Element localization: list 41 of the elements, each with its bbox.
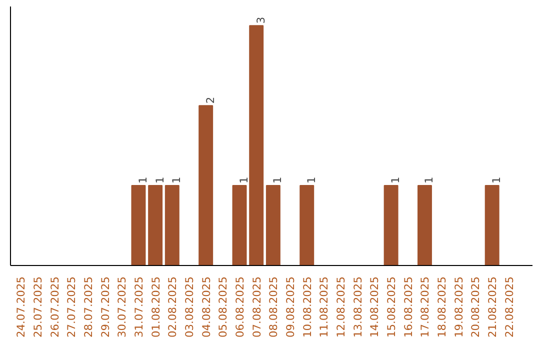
x-tick-label: 12.08.2025 [334, 276, 348, 338]
x-tick-label: 13.08.2025 [351, 276, 364, 338]
data-label: 1 [304, 176, 318, 184]
x-tick-label: 05.08.2025 [216, 276, 230, 338]
x-tick-label: 29.07.2025 [98, 276, 112, 338]
x-tick-label: 08.08.2025 [267, 276, 280, 338]
x-tick-label: 20.08.2025 [469, 276, 482, 338]
data-label: 1 [170, 176, 184, 184]
x-tick-label: 31.07.2025 [132, 276, 146, 338]
x-tick-label: 04.08.2025 [200, 276, 213, 338]
x-tick-label: 24.07.2025 [14, 276, 28, 338]
x-tick-label: 25.07.2025 [31, 276, 44, 338]
x-tick-label: 10.08.2025 [300, 276, 314, 338]
x-tick-label: 14.08.2025 [368, 276, 382, 338]
x-tick-label: 01.08.2025 [149, 276, 162, 338]
x-tick-label: 02.08.2025 [166, 276, 180, 338]
data-label: 1 [389, 176, 402, 184]
x-tick-label: 11.08.2025 [318, 276, 331, 338]
data-label: 1 [136, 176, 150, 184]
x-tick-label: 21.08.2025 [486, 276, 500, 338]
x-tick-label: 03.08.2025 [182, 276, 196, 338]
data-label: 1 [490, 176, 504, 184]
x-tick-label: 28.07.2025 [82, 276, 95, 338]
x-tick-label: 22.08.2025 [502, 276, 516, 338]
x-tick-label: 19.08.2025 [452, 276, 466, 338]
x-tick-label: 17.08.2025 [418, 276, 432, 338]
x-tick-label: 07.08.2025 [250, 276, 264, 338]
data-label: 1 [422, 176, 436, 184]
data-label: 3 [254, 16, 268, 24]
data-label: 1 [271, 176, 284, 184]
data-label: 1 [153, 176, 166, 184]
x-tick-label: 15.08.2025 [385, 276, 398, 338]
data-label: 2 [204, 96, 217, 104]
x-tick-label: 16.08.2025 [402, 276, 415, 338]
x-tick-label: 30.07.2025 [116, 276, 129, 338]
x-tick-label: 27.07.2025 [65, 276, 78, 338]
x-tick-label: 06.08.2025 [234, 276, 247, 338]
x-tick-label: 09.08.2025 [284, 276, 298, 338]
x-tick-label: 26.07.2025 [48, 276, 62, 338]
data-label: 1 [238, 176, 251, 184]
x-tick-label: 18.08.2025 [436, 276, 449, 338]
